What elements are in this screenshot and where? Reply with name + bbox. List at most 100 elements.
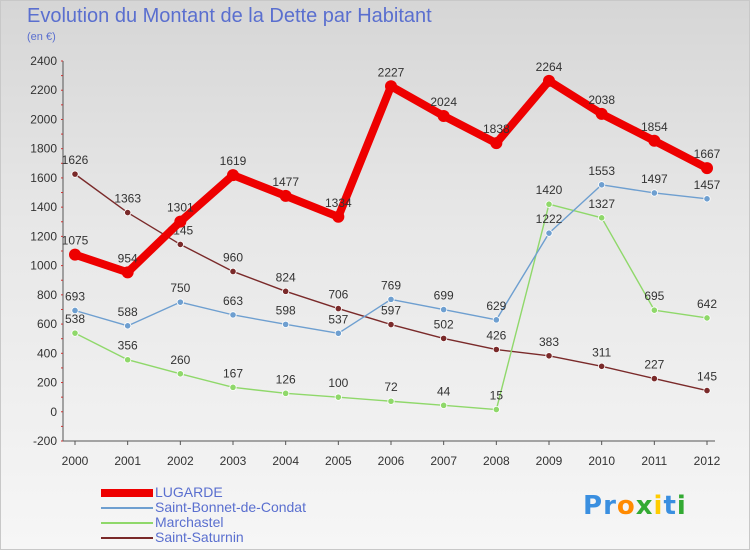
logo-letter: i: [653, 491, 664, 521]
data-point: [387, 397, 395, 405]
x-tick-label: 2011: [641, 454, 667, 468]
x-tick-label: 2005: [325, 454, 352, 468]
data-point: [387, 295, 395, 303]
data-label: 1667: [694, 147, 721, 161]
legend-label: LUGARDE: [155, 484, 223, 500]
data-label: 1075: [62, 234, 89, 248]
data-label: 706: [328, 288, 348, 302]
data-label: 1363: [114, 192, 141, 206]
data-point: [124, 322, 132, 330]
data-label: 1553: [588, 164, 615, 178]
data-point: [279, 189, 292, 202]
data-point: [176, 240, 184, 249]
data-label: 145: [697, 370, 717, 384]
data-label: 100: [328, 376, 348, 390]
data-label: 260: [170, 353, 190, 367]
data-label: 1619: [220, 154, 247, 168]
data-label: 663: [223, 294, 243, 308]
data-label: 126: [276, 372, 296, 386]
x-tick-label: 2009: [536, 454, 563, 468]
data-label: 44: [437, 384, 451, 398]
legend-label: Saint-Saturnin: [155, 529, 244, 545]
data-point: [124, 208, 132, 217]
x-tick-label: 2006: [378, 454, 405, 468]
data-label: 2264: [536, 60, 563, 74]
data-point: [124, 356, 132, 364]
y-tick-label: 600: [37, 317, 57, 331]
y-tick-label: 2200: [30, 83, 57, 97]
data-label: 1457: [694, 178, 721, 192]
legend-swatch: [101, 522, 153, 524]
data-point: [282, 320, 290, 328]
data-label: 426: [486, 329, 506, 343]
data-point: [282, 287, 290, 295]
legend-label: Saint-Bonnet-de-Condat: [155, 499, 306, 515]
x-tick-label: 2012: [694, 454, 721, 468]
data-point: [545, 200, 553, 208]
y-tick-label: 2400: [30, 54, 57, 68]
y-tick-label: 1000: [30, 259, 57, 273]
data-point: [176, 370, 184, 378]
data-label: 629: [486, 299, 506, 313]
data-label: 72: [384, 380, 398, 394]
data-point: [543, 74, 555, 87]
data-point: [71, 306, 79, 315]
data-point: [492, 345, 500, 354]
data-point: [650, 189, 658, 197]
data-label: 383: [539, 335, 559, 349]
data-label: 1626: [62, 153, 89, 167]
data-point: [174, 215, 187, 228]
axes: -200 0 200 400 600 800 1000 1200 1400 1600 1800 200…: [30, 54, 720, 468]
data-point: [176, 298, 184, 306]
data-label: 502: [434, 317, 454, 331]
x-tick-label: 2001: [114, 454, 141, 468]
data-point: [334, 304, 342, 313]
data-point: [385, 80, 397, 93]
chart-subtitle: (en €): [27, 31, 56, 43]
data-point: [121, 266, 134, 279]
data-label: 1301: [167, 201, 194, 215]
data-label: 699: [434, 289, 454, 303]
data-point: [227, 169, 239, 182]
x-tick-label: 2004: [272, 454, 299, 468]
data-point: [492, 316, 500, 324]
y-tick-label: 800: [37, 288, 57, 302]
data-label: 537: [328, 312, 348, 326]
x-tick-label: 2007: [430, 454, 457, 468]
data-point: [332, 210, 345, 223]
legend-swatch: [101, 537, 153, 539]
data-label: 1222: [536, 212, 563, 226]
data-label: 1334: [325, 196, 352, 210]
data-point: [69, 248, 81, 261]
data-point: [71, 329, 79, 337]
data-label: 642: [697, 297, 717, 311]
series-marchastel: 538 356 260 167 126 100 72 44 15 1420 1327 695 642: [65, 183, 717, 414]
x-tick-label: 2008: [483, 454, 510, 468]
chart-title: Evolution du Montant de la Dette par Hab…: [27, 5, 432, 27]
y-tick-label: 2000: [30, 112, 57, 126]
data-label: 693: [65, 289, 85, 303]
data-label: 695: [644, 289, 664, 303]
y-tick-label: 0: [50, 405, 57, 419]
logo-letter: i: [676, 491, 687, 521]
data-label: 1420: [536, 183, 563, 197]
data-label: 167: [223, 366, 243, 380]
legend-swatch: [101, 489, 153, 497]
data-label: 588: [118, 305, 138, 319]
data-point: [437, 109, 450, 122]
data-label: 2024: [430, 95, 457, 109]
data-point: [703, 195, 711, 203]
logo-letter: x: [635, 491, 654, 521]
y-tick-label: -200: [33, 434, 57, 448]
data-point: [229, 267, 237, 276]
data-point: [387, 320, 395, 329]
data-label: 1327: [588, 197, 615, 211]
legend-label: Marchastel: [155, 514, 224, 530]
series-saint-bonnet-de-condat: 693 588 750 663 598 537 769 699 629 1222 1553 1497 1…: [65, 164, 721, 337]
proxiti-logo: Proxiti: [583, 491, 687, 521]
data-point: [229, 311, 237, 319]
data-point: [650, 306, 658, 314]
logo-letter: t: [663, 491, 677, 521]
